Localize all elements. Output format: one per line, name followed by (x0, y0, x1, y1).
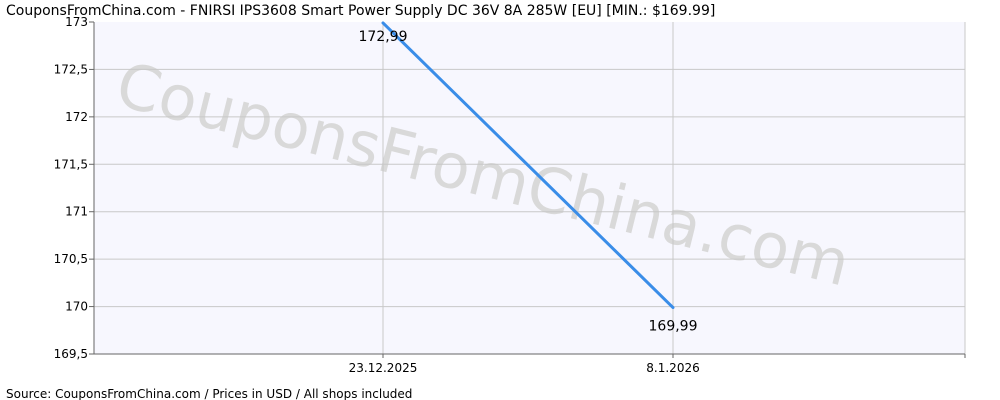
data-label: 172,99 (359, 29, 408, 45)
y-tick-label: 172 (65, 110, 88, 124)
axes (89, 21, 966, 358)
y-tick-label: 173 (65, 15, 88, 29)
data-labels: 172,99 169,99 (359, 29, 698, 335)
series-group (381, 21, 675, 310)
data-label: 169,99 (649, 319, 698, 335)
price-line (381, 21, 675, 310)
y-tick-label: 171,5 (54, 157, 88, 171)
plot-area (94, 22, 965, 354)
y-tick-label: 169,5 (54, 347, 88, 361)
y-tick-label: 172,5 (54, 62, 88, 76)
chart-title: CouponsFromChina.com - FNIRSI IPS3608 Sm… (6, 3, 715, 19)
y-axis-ticks: 169,5 170 170,5 171 171,5 172 172,5 173 (54, 15, 88, 361)
source-footer: Source: CouponsFromChina.com / Prices in… (6, 387, 412, 400)
y-tick-label: 170 (65, 300, 88, 314)
x-axis-ticks: 23.12.2025 8.1.2026 (349, 361, 700, 375)
y-tick-label: 171 (65, 205, 88, 219)
grid-lines (94, 22, 966, 354)
x-tick-label: 8.1.2026 (646, 361, 699, 375)
x-tick-label: 23.12.2025 (349, 361, 418, 375)
y-tick-label: 170,5 (54, 252, 88, 266)
